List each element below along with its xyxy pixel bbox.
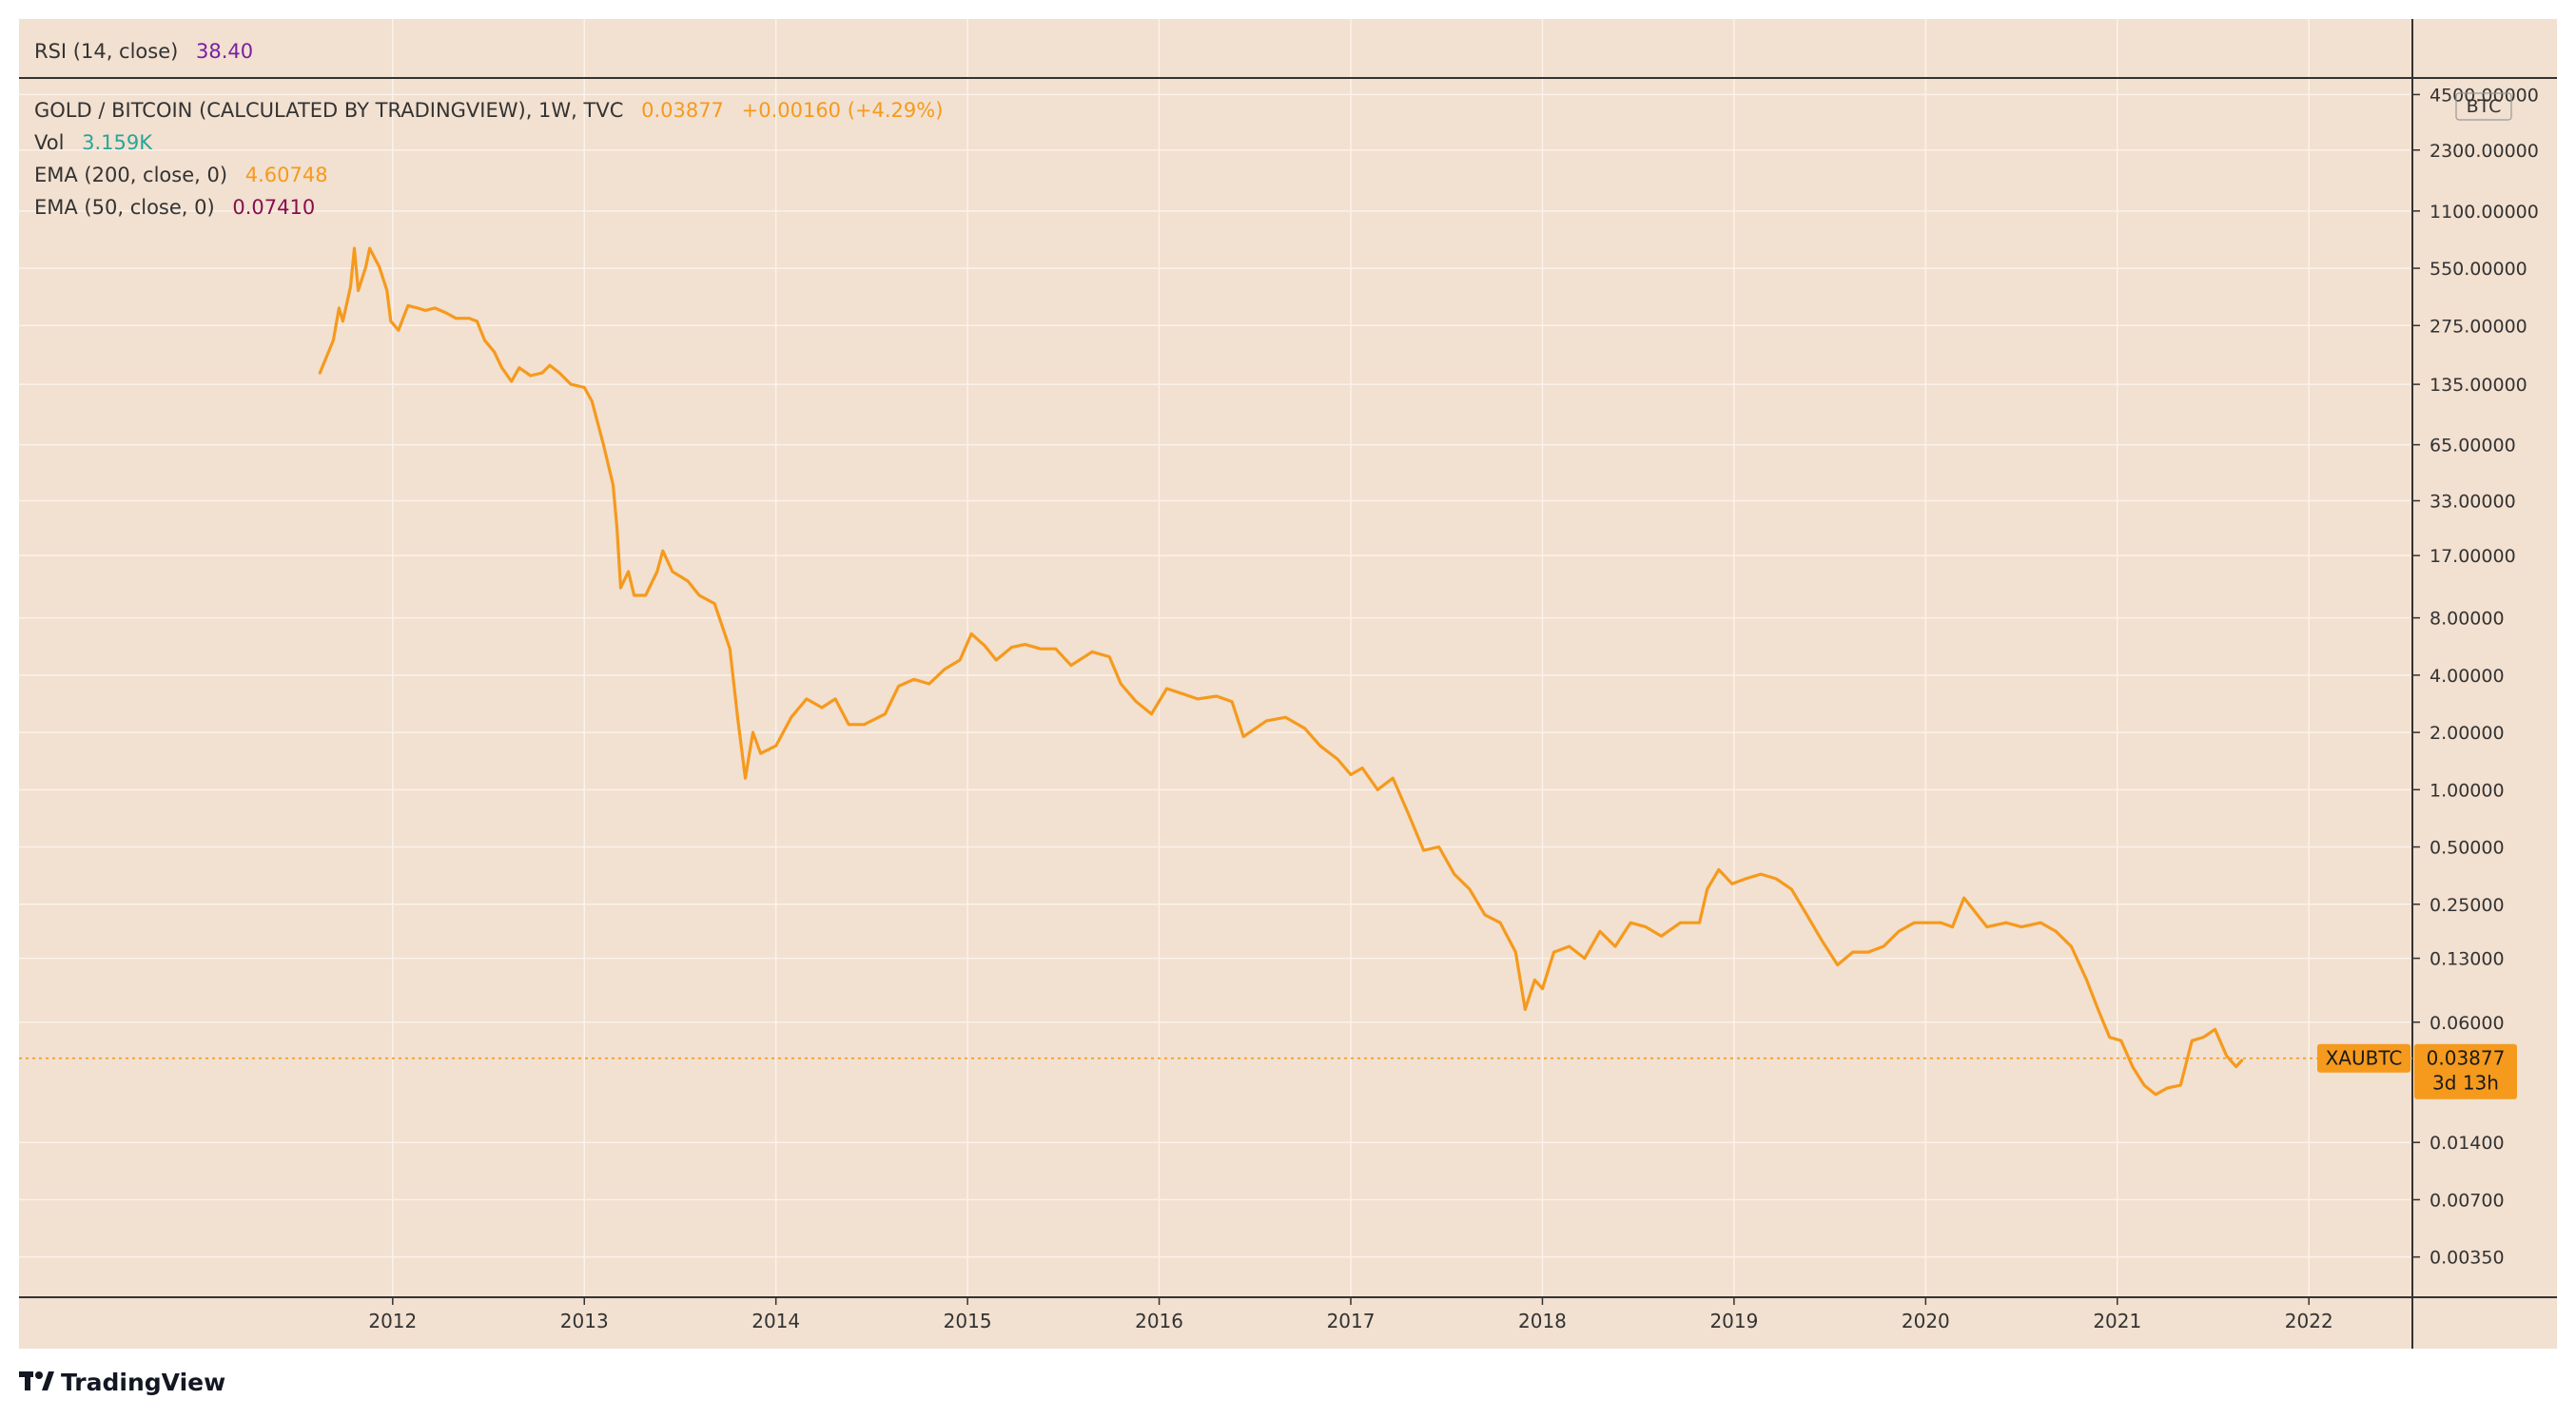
rsi-legend[interactable]: RSI (14, close) 38.40 (34, 40, 253, 63)
price-tag-countdown: 3d 13h (2432, 1072, 2499, 1095)
svg-text:GOLD / BITCOIN (CALCULATED BY: GOLD / BITCOIN (CALCULATED BY TRADINGVIE… (34, 99, 943, 122)
svg-text:Vol 3.159K: Vol 3.159K (34, 131, 153, 154)
y-tick-label: 2.00000 (2430, 723, 2505, 744)
x-tick-label: 2013 (560, 1310, 609, 1332)
vertical-grid (392, 19, 2310, 1297)
rsi-value: 38.40 (196, 40, 253, 63)
x-tick-label: 2019 (1709, 1310, 1758, 1332)
x-tick-label: 2020 (1902, 1310, 1950, 1332)
time-axis[interactable]: 2012 2013 2014 2015 2016 2017 2018 2019 2020 2021… (368, 1297, 2333, 1332)
ema50-label: EMA (50, close, 0) (34, 196, 215, 219)
chart-background (19, 19, 2557, 1349)
vol-value: 3.159K (82, 131, 153, 154)
y-tick-label: 0.50000 (2430, 838, 2505, 859)
svg-text:RSI (14, close) 38.40: RSI (14, close) 38.40 (34, 40, 253, 63)
y-tick-label: 0.06000 (2430, 1013, 2505, 1034)
price-change-value: +0.00160 (+4.29%) (742, 99, 944, 122)
x-tick-label: 2021 (2093, 1310, 2141, 1332)
symbol-title: GOLD / BITCOIN (CALCULATED BY TRADINGVIE… (34, 99, 623, 122)
y-tick-label: 275.00000 (2430, 316, 2527, 337)
x-tick-label: 2022 (2285, 1310, 2333, 1332)
main-legend[interactable]: GOLD / BITCOIN (CALCULATED BY TRADINGVIE… (34, 99, 943, 219)
y-tick-label: 0.00700 (2430, 1190, 2505, 1211)
x-tick-label: 2012 (368, 1310, 417, 1332)
x-tick-label: 2016 (1135, 1310, 1183, 1332)
ema200-value: 4.60748 (245, 164, 328, 186)
symbol-tag-text: XAUBTC (2326, 1047, 2403, 1070)
tradingview-logo-icon (19, 1371, 54, 1390)
rsi-label: RSI (14, close) (34, 40, 178, 63)
y-tick-label: 0.01400 (2430, 1133, 2505, 1154)
x-tick-label: 2017 (1327, 1310, 1376, 1332)
y-tick-label: 8.00000 (2430, 609, 2505, 630)
currency-badge-text: BTC (2467, 96, 2502, 117)
y-tick-label: 0.00350 (2430, 1248, 2505, 1269)
x-tick-label: 2015 (944, 1310, 992, 1332)
y-tick-label: 1100.00000 (2430, 202, 2539, 223)
y-tick-label: 17.00000 (2430, 546, 2516, 567)
tradingview-branding[interactable]: TradingView (19, 1369, 225, 1396)
y-tick-label: 1.00000 (2430, 780, 2505, 801)
ema50-value: 0.07410 (232, 196, 315, 219)
currency-badge-frame (2455, 92, 2512, 121)
y-tick-label: 65.00000 (2430, 436, 2516, 457)
svg-text:EMA (200, close, 0) 4.: EMA (200, close, 0) 4.60748 (34, 164, 328, 186)
svg-text:EMA (50, close, 0) 0.0: EMA (50, close, 0) 0.07410 (34, 196, 315, 219)
vol-label: Vol (34, 131, 64, 154)
currency-badge[interactable]: BTC (2455, 92, 2512, 121)
price-axis[interactable]: 4500.000002300.000001100.00000550.000002… (2412, 85, 2539, 1269)
price-tag-value: 0.03877 (2427, 1047, 2506, 1070)
y-tick-label: 33.00000 (2430, 492, 2516, 513)
y-tick-label: 550.00000 (2430, 259, 2527, 280)
last-price-tag[interactable]: XAUBTC 0.03877 3d 13h (2317, 1043, 2517, 1099)
symbol-tag-background (2317, 1043, 2410, 1073)
horizontal-grid (19, 93, 2412, 1258)
tradingview-logo-text: TradingView (61, 1369, 225, 1396)
x-tick-label: 2018 (1518, 1310, 1567, 1332)
series-line-xaubtc[interactable] (318, 246, 2244, 1097)
y-tick-label: 2300.00000 (2430, 141, 2539, 162)
x-tick-label: 2014 (751, 1310, 800, 1332)
y-tick-label: 0.13000 (2430, 949, 2505, 970)
last-price-value: 0.03877 (641, 99, 724, 122)
y-tick-label: 0.25000 (2430, 895, 2505, 916)
y-tick-label: 4.00000 (2430, 666, 2505, 687)
y-tick-label: 135.00000 (2430, 375, 2527, 396)
price-tag-background (2414, 1043, 2517, 1099)
ema200-label: EMA (200, close, 0) (34, 164, 227, 186)
